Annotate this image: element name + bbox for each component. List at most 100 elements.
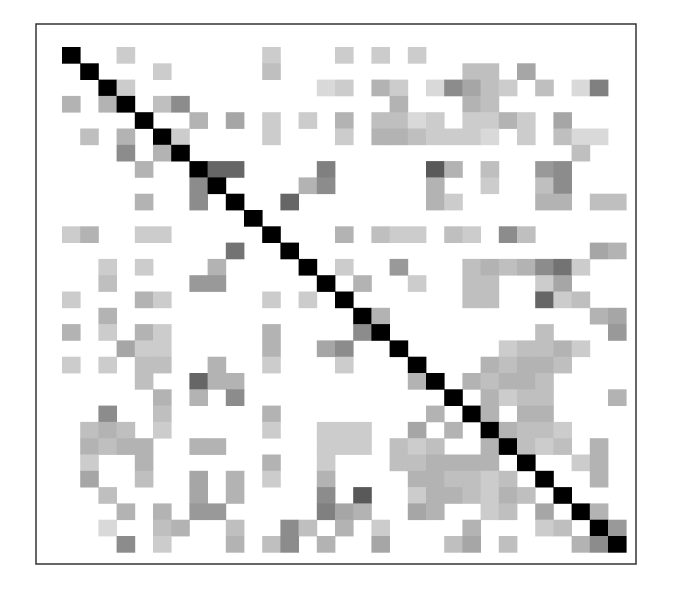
heatmap-cell [371, 536, 390, 553]
heatmap-cell [116, 340, 136, 358]
heatmap-cell [407, 438, 427, 455]
heatmap-cell [353, 487, 372, 504]
heatmap-cell [480, 454, 500, 472]
heatmap-cell [480, 79, 500, 97]
heatmap-cell [371, 112, 390, 129]
heatmap-cell [571, 454, 591, 472]
heatmap-cell [535, 177, 554, 195]
heatmap-cell [480, 128, 500, 146]
heatmap-cell [153, 405, 172, 423]
heatmap-cell [426, 454, 445, 472]
heatmap-cell [207, 373, 227, 390]
heatmap-cell [553, 258, 572, 276]
heatmap-cell [225, 470, 245, 488]
heatmap-cell [426, 112, 445, 129]
heatmap-cell [589, 307, 609, 325]
heatmap-cell [316, 536, 336, 553]
heatmap-cell [153, 226, 172, 243]
heatmap-cell [426, 193, 445, 211]
heatmap-cell [444, 487, 463, 504]
heatmap-cell [207, 161, 227, 178]
heatmap-cell [407, 487, 427, 504]
heatmap-cell [189, 275, 208, 292]
heatmap-cell [116, 144, 136, 162]
heatmap-cell-diagonal [98, 79, 117, 97]
heatmap-cell [498, 373, 518, 390]
heatmap-cell [498, 79, 518, 97]
heatmap-cell [480, 63, 500, 80]
heatmap-cell [316, 177, 336, 195]
heatmap-cell [498, 258, 518, 276]
heatmap-cell [98, 324, 117, 341]
heatmap-cell [335, 356, 354, 374]
heatmap-cell [262, 291, 281, 309]
heatmap-cell [298, 519, 318, 537]
heatmap-cell [225, 161, 245, 178]
heatmap-cell [335, 421, 354, 439]
heatmap-cell [371, 79, 390, 97]
heatmap-cell [134, 258, 154, 276]
heatmap-cell [480, 438, 500, 455]
heatmap-cell [225, 373, 245, 390]
heatmap-cell [262, 128, 281, 146]
heatmap-cell [608, 519, 627, 537]
heatmap-cell [498, 536, 518, 553]
heatmap-cell [98, 275, 117, 292]
heatmap-cell [116, 47, 136, 64]
heatmap-cell [517, 226, 536, 243]
heatmap-cell [134, 373, 154, 390]
heatmap-cell [98, 487, 117, 504]
heatmap-cell-diagonal [589, 519, 609, 537]
heatmap-cell [517, 63, 536, 80]
heatmap-cell [280, 193, 299, 211]
heatmap-cell-diagonal [389, 340, 409, 358]
heatmap-cell [389, 128, 409, 146]
heatmap-cell-diagonal [407, 356, 427, 374]
heatmap-cell [62, 324, 81, 341]
heatmap-cell [116, 438, 136, 455]
heatmap-cell [298, 112, 318, 129]
heatmap-cell [207, 275, 227, 292]
heatmap-cell [535, 503, 554, 521]
heatmap-cell [171, 519, 190, 537]
heatmap-cell [589, 503, 609, 521]
heatmap-cell [480, 487, 500, 504]
heatmap-cell [535, 340, 554, 358]
heatmap-cell [153, 63, 172, 80]
heatmap-cell [444, 536, 463, 553]
heatmap-cell [189, 438, 208, 455]
heatmap-cell [462, 536, 481, 553]
heatmap-cell-diagonal [335, 291, 354, 309]
heatmap-cell [80, 470, 99, 488]
heatmap-cell [407, 454, 427, 472]
heatmap-cell [371, 307, 390, 325]
heatmap-cell [589, 79, 609, 97]
heatmap-cell [153, 144, 172, 162]
heatmap-cell [553, 291, 572, 309]
heatmap-cell [116, 128, 136, 146]
heatmap-cell [535, 324, 554, 341]
heatmap-cell [153, 340, 172, 358]
heatmap-cell [480, 470, 500, 488]
heatmap-cell [353, 324, 372, 341]
heatmap-cell [207, 503, 227, 521]
heatmap-cell-diagonal [353, 307, 372, 325]
heatmap-cell [480, 161, 500, 178]
heatmap-cell [462, 95, 481, 113]
heatmap-cell-diagonal [298, 258, 318, 276]
heatmap-cell [571, 536, 591, 553]
heatmap-cell [517, 373, 536, 390]
heatmap-cell-diagonal [171, 144, 190, 162]
heatmap-cell [589, 438, 609, 455]
heatmap-cell [225, 389, 245, 406]
heatmap-cell [498, 470, 518, 488]
heatmap-cell [480, 112, 500, 129]
heatmap-cell [262, 112, 281, 129]
heatmap-cell [535, 356, 554, 374]
heatmap-cell [335, 258, 354, 276]
heatmap-cell-diagonal [535, 470, 554, 488]
heatmap-cell [553, 438, 572, 455]
heatmap-cell [498, 112, 518, 129]
heatmap-cell [62, 291, 81, 309]
heatmap-cell [389, 112, 409, 129]
